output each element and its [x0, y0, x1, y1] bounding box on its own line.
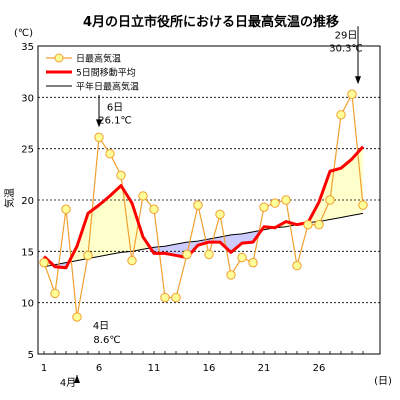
daily-max-point	[61, 204, 71, 214]
above-normal-fill	[341, 158, 352, 218]
below-normal-fill	[242, 231, 253, 244]
y-tick-label: 35	[21, 42, 34, 53]
daily-max-point	[127, 255, 137, 266]
legend-label: 5日間移動平均	[76, 67, 136, 79]
moving-average-line	[42, 145, 365, 270]
daily-max-point	[303, 219, 313, 230]
daily-max-point	[336, 110, 346, 120]
x-tick-label: 1	[41, 363, 47, 374]
x-tick-label: 26	[313, 363, 326, 374]
daily-max-point	[226, 270, 236, 280]
daily-max-point	[105, 149, 115, 159]
daily-max-point	[171, 292, 181, 303]
above-normal-fill	[110, 185, 121, 255]
daily-max-point	[39, 257, 49, 268]
x-tick-label: 16	[203, 363, 216, 374]
daily-max-line	[43, 93, 364, 318]
daily-max-point	[204, 249, 214, 260]
above-normal-fill	[319, 171, 330, 222]
daily-max-point	[138, 191, 148, 201]
above-normal-fill	[330, 168, 341, 220]
daily-max-point	[160, 292, 170, 303]
y-axis-label: 気温	[3, 188, 16, 208]
daily-max-point	[83, 250, 93, 261]
annotation-day: 6日	[107, 102, 123, 113]
daily-max-point	[237, 252, 247, 263]
y-tick-label: 15	[21, 247, 34, 258]
y-tick-label: 10	[21, 299, 34, 310]
x-tick-label: 6	[96, 363, 102, 374]
x-tick-label: 11	[148, 363, 161, 374]
y-tick-label: 5	[28, 350, 34, 361]
daily-max-point	[50, 288, 60, 299]
daily-max-point	[292, 261, 302, 271]
annotation-arrowhead	[96, 119, 102, 128]
chart-title: 4月の日立市役所における日最高気温の推移	[83, 14, 339, 30]
x-unit-label: (日)	[374, 376, 392, 387]
daily-max-point	[358, 200, 368, 210]
daily-max-point	[259, 202, 269, 212]
legend-label: 平年日最高気温	[76, 81, 139, 93]
above-normal-fill	[352, 146, 363, 216]
y-tick-label: 25	[21, 145, 34, 156]
x-tick-label: 21	[258, 363, 271, 374]
daily-max-point	[149, 204, 159, 214]
annotation-day: 29日	[335, 30, 358, 41]
annotation-value: 26.1℃	[98, 115, 132, 126]
annotation-value: 8.6℃	[93, 335, 120, 346]
daily-max-point	[314, 219, 324, 230]
annotation-arrowhead	[355, 76, 361, 85]
daily-max-point	[325, 195, 335, 205]
daily-max-point	[347, 89, 357, 99]
annotation-value: 30.3℃	[329, 43, 363, 54]
daily-max-point	[281, 195, 291, 205]
daily-max-point	[116, 170, 126, 181]
daily-max-point	[270, 198, 280, 208]
daily-max-point	[215, 209, 225, 220]
above-normal-fill	[88, 205, 99, 259]
daily-max-point	[94, 132, 104, 143]
daily-max-point	[182, 249, 192, 260]
y-tick-label: 20	[21, 196, 34, 207]
y-tick-label: 30	[21, 93, 34, 104]
x-month-label: 4月	[60, 377, 76, 389]
daily-max-point	[248, 257, 258, 268]
below-normal-fill	[231, 233, 242, 253]
daily-max-point	[72, 312, 82, 322]
annotation-arrowhead	[74, 375, 80, 384]
daily-max-point	[193, 200, 203, 210]
annotation-day: 4日	[93, 321, 109, 332]
y-unit-label: (℃)	[14, 28, 33, 39]
above-normal-fill	[99, 195, 110, 257]
legend-marker-daily-max	[54, 53, 64, 63]
legend-label: 日最高気温	[76, 53, 121, 65]
